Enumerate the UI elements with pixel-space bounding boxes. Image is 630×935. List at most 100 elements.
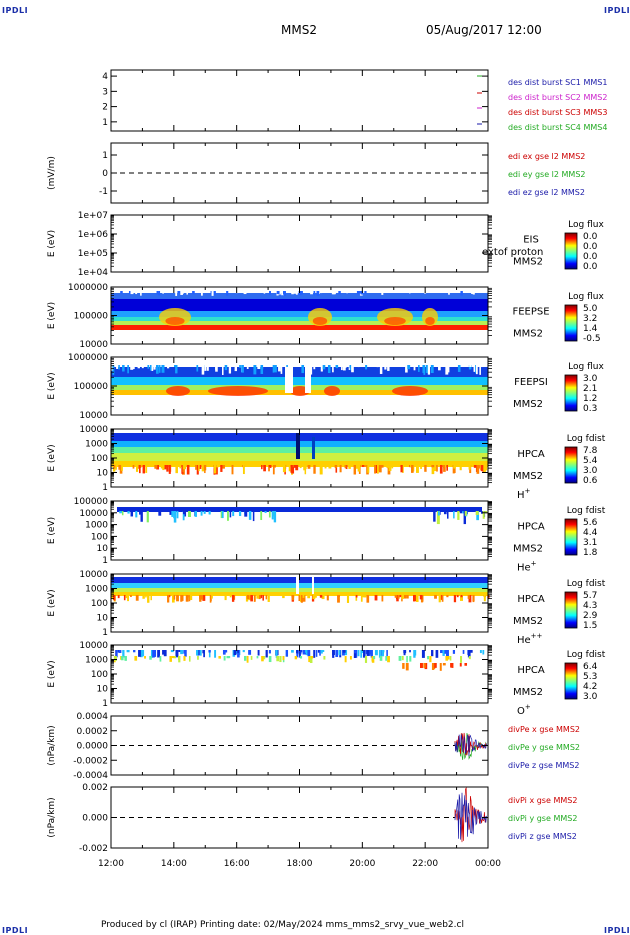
heatmap-speckle	[149, 656, 152, 660]
heatmap-speckle	[204, 365, 207, 371]
heatmap-speckle	[267, 595, 270, 602]
y-tick-label: 1000	[85, 585, 108, 595]
heatmap-speckle	[304, 650, 308, 653]
heatmap-speckle	[122, 650, 125, 658]
heatmap-speckle	[171, 656, 175, 659]
heatmap-feature	[425, 317, 435, 325]
heatmap-speckle	[282, 595, 285, 599]
colorbar-title: Log fdist	[567, 434, 606, 444]
spacecraft-title: MMS2	[281, 23, 317, 37]
heatmap-speckle	[175, 291, 178, 296]
heatmap-speckle	[113, 595, 116, 601]
heatmap-speckle	[223, 656, 226, 661]
heatmap-speckle	[335, 465, 338, 473]
heatmap-feature	[312, 317, 328, 325]
heatmap-gap	[305, 367, 311, 393]
colorbar	[564, 232, 578, 270]
heatmap-speckle	[431, 650, 434, 657]
heatmap-speckle	[145, 465, 148, 473]
heatmap-speckle	[469, 365, 472, 368]
heatmap-speckle	[473, 365, 476, 372]
heatmap-band	[111, 367, 488, 377]
heatmap-speckle	[298, 291, 302, 296]
corner-label-top-left: IPDLI	[2, 6, 29, 15]
heatmap-speckle	[319, 650, 321, 656]
heatmap-speckle	[321, 595, 325, 600]
heatmap-speckle	[388, 465, 392, 471]
heatmap-speckle	[386, 465, 390, 468]
species-name: H	[517, 490, 525, 501]
heatmap-speckle	[124, 656, 127, 661]
heatmap-speckle	[272, 465, 275, 475]
heatmap-speckle	[384, 365, 387, 370]
heatmap-speckle	[442, 650, 445, 656]
heatmap-speckle	[218, 656, 221, 659]
heatmap-speckle	[244, 656, 247, 661]
y-tick-label: -1	[99, 187, 108, 197]
heatmap-speckle	[198, 465, 200, 472]
spacecraft-label: MMS2	[513, 328, 543, 339]
heatmap-speckle	[402, 663, 405, 669]
heatmap-speckle	[310, 291, 313, 295]
y-tick-label: 1000000	[68, 353, 108, 363]
heatmap-speckle	[315, 650, 318, 657]
colorbar-tick-label: 3.0	[583, 374, 598, 384]
heatmap-speckle	[439, 465, 443, 474]
heatmap-speckle	[338, 650, 341, 656]
heatmap-speckle	[479, 365, 481, 375]
heatmap-speckle	[183, 465, 187, 470]
heatmap-speckle	[166, 365, 170, 369]
legend-entry: des dist burst SC2 MMS2	[508, 93, 607, 102]
heatmap-speckle	[451, 663, 454, 668]
heatmap-speckle	[300, 656, 303, 659]
x-tick-label: 12:00	[98, 859, 124, 869]
heatmap-speckle	[208, 650, 211, 658]
heatmap-speckle	[161, 365, 165, 373]
colorbar-title: Log fdist	[567, 579, 606, 589]
heatmap-speckle	[118, 365, 120, 370]
heatmap-speckle	[357, 365, 360, 368]
heatmap-speckle	[239, 365, 241, 368]
heatmap-speckle	[436, 465, 438, 472]
heatmap-speckle	[436, 511, 440, 525]
heatmap-speckle	[396, 595, 399, 602]
heatmap-speckle	[265, 650, 268, 658]
heatmap-speckle	[421, 650, 425, 658]
heatmap-speckle	[326, 595, 329, 601]
colorbar-title: Log flux	[568, 220, 604, 230]
colorbar-tick-label: 0.6	[583, 476, 598, 486]
legend-entry: edi ez gse l2 MMS2	[508, 188, 585, 197]
heatmap-feature	[324, 386, 340, 396]
heatmap-speckle	[118, 650, 122, 654]
heatmap-speckle	[472, 291, 475, 295]
heatmap-speckle	[231, 595, 235, 602]
heatmap-speckle	[185, 595, 189, 602]
heatmap-speckle	[364, 656, 368, 663]
heatmap-speckle	[460, 595, 463, 598]
heatmap-speckle	[460, 291, 463, 296]
heatmap-speckle	[177, 291, 181, 294]
heatmap-speckle	[268, 511, 271, 518]
heatmap-speckle	[291, 595, 295, 601]
heatmap-speckle	[189, 595, 193, 601]
heatmap-speckle	[145, 595, 147, 598]
heatmap-speckle	[120, 656, 124, 661]
heatmap-speckle	[444, 650, 447, 654]
heatmap-speckle	[464, 663, 468, 666]
heatmap-speckle	[268, 650, 271, 654]
heatmap-speckle	[156, 465, 160, 470]
y-tick-label: 100000	[74, 497, 109, 507]
heatmap-speckle	[381, 291, 384, 295]
heatmap-speckle	[224, 365, 228, 371]
heatmap-gap	[296, 577, 299, 594]
instrument-label: FEEPSE	[512, 306, 549, 317]
heatmap-speckle	[116, 365, 119, 369]
colorbar-tick-label: 6.4	[583, 662, 598, 672]
heatmap-speckle	[196, 365, 199, 372]
heatmap-speckle	[119, 511, 122, 514]
heatmap-speckle	[427, 365, 431, 375]
heatmap-speckle	[346, 595, 350, 603]
heatmap-speckle	[213, 465, 216, 469]
y-tick-label: 0	[102, 169, 108, 179]
